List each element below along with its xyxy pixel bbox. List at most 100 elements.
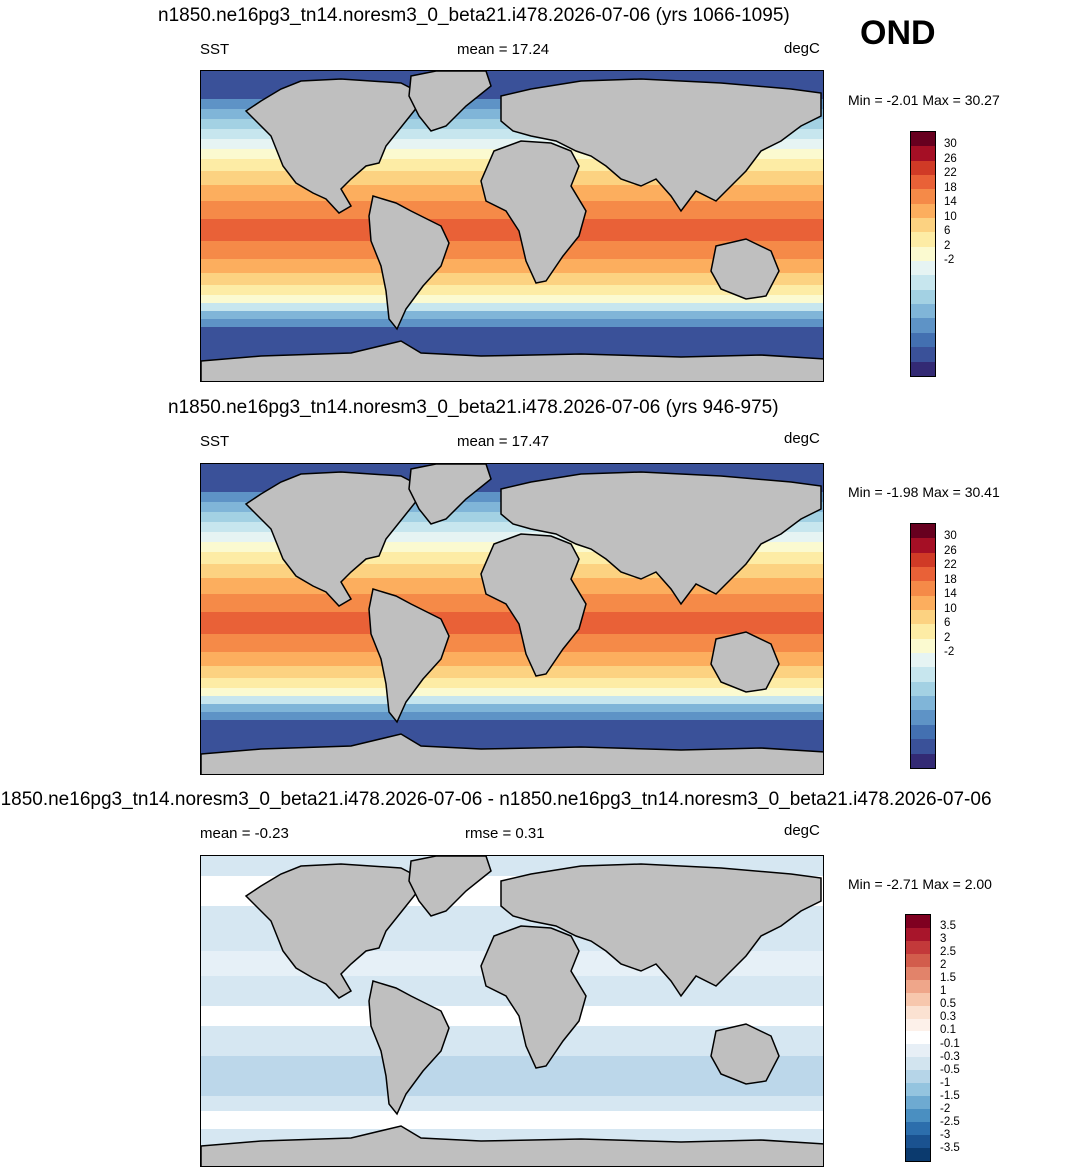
colorbar-swatch — [911, 361, 935, 376]
colorbar-tick-label: 0.1 — [940, 1024, 956, 1037]
colorbar-swatch — [906, 940, 930, 954]
colorbar — [910, 131, 936, 377]
colorbar-swatch — [906, 953, 930, 967]
colorbar-tick-label: 2.5 — [940, 946, 956, 959]
colorbar-swatch — [906, 1109, 930, 1122]
colorbar-swatch — [911, 552, 935, 568]
colorbar-tick-label: 0.5 — [940, 998, 956, 1011]
variable-label: SST — [200, 41, 230, 58]
colorbar-tick-label: -1.5 — [940, 1089, 960, 1102]
colorbar-tick-label: 0.3 — [940, 1011, 956, 1024]
colorbar-swatch — [906, 1096, 930, 1110]
colorbar-tick-label: -0.3 — [940, 1050, 960, 1063]
colorbar-swatch — [911, 595, 935, 611]
colorbar-swatch — [911, 332, 935, 348]
sst-map — [200, 463, 824, 775]
colorbar-swatch — [911, 624, 935, 639]
min-max-label: Min = -2.01 Max = 30.27 — [848, 92, 1000, 108]
panel-title: n1850.ne16pg3_tn14.noresm3_0_beta21.i478… — [158, 5, 790, 26]
colorbar-tick-label: -2.5 — [940, 1115, 960, 1128]
panel-difference: n1850.ne16pg3_tn14.noresm3_0_beta21.i478… — [0, 784, 1081, 1173]
colorbar-swatch — [911, 146, 935, 161]
colorbar-tick-label: 1 — [940, 985, 947, 998]
colorbar-swatch — [906, 979, 930, 993]
colorbar-swatch — [911, 304, 935, 319]
min-max-label: Min = -2.71 Max = 2.00 — [848, 876, 992, 892]
colorbar-tick-label: 18 — [944, 181, 957, 194]
colorbar-swatch — [911, 681, 935, 697]
colorbar-swatch — [906, 1031, 930, 1045]
rmse-label: rmse = 0.31 — [465, 825, 545, 842]
colorbar-tick-label: 30 — [944, 530, 957, 543]
colorbar-tick-label: 6 — [944, 225, 951, 238]
min-max-label: Min = -1.98 Max = 30.41 — [848, 484, 1000, 500]
units-label: degC — [784, 40, 820, 57]
colorbar-tick-label: 14 — [944, 588, 957, 601]
colorbar-swatch — [911, 175, 935, 190]
colorbar — [905, 914, 931, 1162]
colorbar-swatch — [906, 1134, 930, 1148]
colorbar-tick-label: 26 — [944, 544, 957, 557]
colorbar-swatch — [911, 189, 935, 204]
colorbar-swatch — [911, 667, 935, 682]
colorbar-tick-label: 2 — [940, 959, 947, 972]
colorbar-tick-label: -0.1 — [940, 1037, 960, 1050]
colorbar-tick-label: -0.5 — [940, 1063, 960, 1076]
colorbar-swatch — [906, 1018, 930, 1032]
colorbar-swatch — [911, 524, 935, 539]
colorbar — [910, 523, 936, 769]
colorbar-swatch — [911, 232, 935, 247]
colorbar-swatch — [911, 710, 935, 725]
units-label: degC — [784, 822, 820, 839]
panel-case: n1850.ne16pg3_tn14.noresm3_0_beta21.i478… — [0, 0, 1081, 390]
colorbar-swatch — [911, 724, 935, 740]
mean-label: mean = 17.47 — [457, 433, 550, 450]
colorbar-tick-label: 10 — [944, 210, 957, 223]
colorbar-swatch — [906, 1005, 930, 1019]
colorbar-swatch — [911, 653, 935, 668]
colorbar-swatch — [911, 246, 935, 262]
colorbar-swatch — [911, 318, 935, 333]
colorbar-swatch — [911, 739, 935, 754]
mean-label: mean = -0.23 — [200, 825, 289, 842]
colorbar-swatch — [906, 1057, 930, 1071]
colorbar-swatch — [906, 915, 930, 928]
colorbar-swatch — [911, 610, 935, 625]
colorbar-swatch — [911, 581, 935, 596]
colorbar-tick-label: 1.5 — [940, 972, 956, 985]
colorbar-tick-label: 18 — [944, 573, 957, 586]
season-label: OND — [860, 14, 936, 52]
colorbar-tick-label: -2 — [944, 254, 955, 267]
colorbar-swatch — [911, 347, 935, 362]
colorbar-tick-label: -1 — [940, 1076, 951, 1089]
colorbar-swatch — [911, 132, 935, 147]
colorbar-swatch — [906, 927, 930, 941]
units-label: degC — [784, 430, 820, 447]
colorbar-swatch — [911, 218, 935, 233]
colorbar-swatch — [911, 203, 935, 219]
sst-difference-map — [200, 855, 824, 1167]
colorbar-swatch — [906, 992, 930, 1006]
colorbar-swatch — [911, 567, 935, 582]
colorbar-swatch — [911, 753, 935, 768]
colorbar-swatch — [911, 261, 935, 276]
colorbar-tick-label: 10 — [944, 602, 957, 615]
sst-map — [200, 70, 824, 382]
colorbar-tick-label: 22 — [944, 559, 957, 572]
variable-label: SST — [200, 433, 230, 450]
colorbar-tick-label: 2 — [944, 631, 951, 644]
panel-title: n1850.ne16pg3_tn14.noresm3_0_beta21.i478… — [0, 789, 992, 810]
colorbar-tick-label: 30 — [944, 138, 957, 151]
colorbar-swatch — [911, 289, 935, 305]
colorbar-swatch — [911, 160, 935, 176]
colorbar-tick-label: 3.5 — [940, 920, 956, 933]
colorbar-tick-label: 26 — [944, 152, 957, 165]
panel-title: n1850.ne16pg3_tn14.noresm3_0_beta21.i478… — [168, 397, 779, 418]
colorbar-swatch — [906, 1122, 930, 1135]
colorbar-tick-label: -2 — [944, 646, 955, 659]
mean-label: mean = 17.24 — [457, 41, 550, 58]
colorbar-swatch — [906, 1044, 930, 1058]
colorbar-tick-label: 22 — [944, 167, 957, 180]
colorbar-swatch — [911, 275, 935, 290]
colorbar-tick-label: -3.5 — [940, 1141, 960, 1154]
